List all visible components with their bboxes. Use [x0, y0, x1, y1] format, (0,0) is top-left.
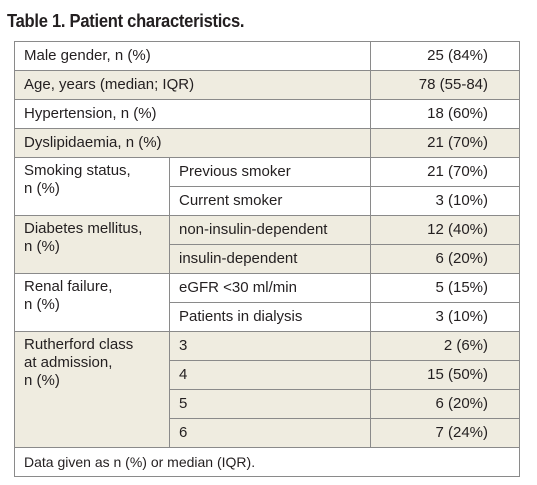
- table-row: Male gender, n (%) 25 (84%): [13, 41, 521, 71]
- subrow-value: 6 (20%): [370, 389, 521, 419]
- group-label-line: Renal failure,: [24, 278, 113, 295]
- subrow-label: insulin-dependent: [168, 244, 372, 274]
- group-label-line: Smoking status,: [24, 162, 131, 179]
- group-label-line: Rutherford class: [24, 336, 134, 353]
- subrow-value: 3 (10%): [370, 302, 521, 332]
- row-label: Dyslipidaemia, n (%): [13, 128, 372, 158]
- group-label-line: at admission,: [24, 354, 113, 371]
- table-row: Age, years (median; IQR) 78 (55-84): [13, 70, 521, 100]
- subrow-label: 4: [168, 360, 372, 390]
- table-row: 6 7 (24%): [15, 418, 521, 448]
- patient-characteristics-table: Male gender, n (%) 25 (84%) Age, years (…: [13, 41, 521, 477]
- group-label-line: n (%): [24, 180, 60, 197]
- subrow-value: 15 (50%): [370, 360, 521, 390]
- group-label-line: Diabetes mellitus,: [24, 220, 143, 237]
- subrow-label: Current smoker: [168, 186, 372, 216]
- subrow-label: Previous smoker: [168, 157, 372, 187]
- subrow-value: 5 (15%): [370, 273, 521, 303]
- subrow-label: 3: [168, 331, 372, 361]
- subrow-label: 6: [168, 418, 372, 448]
- subrow-label: 5: [168, 389, 372, 419]
- subrow-value: 21 (70%): [370, 157, 521, 187]
- subrow-label: Patients in dialysis: [168, 302, 372, 332]
- row-value: 25 (84%): [370, 41, 521, 71]
- table-row: Patients in dialysis 3 (10%): [15, 302, 521, 332]
- subrow-value: 7 (24%): [370, 418, 521, 448]
- group-label-line: n (%): [24, 372, 60, 389]
- footnote-row: Data given as n (%) or median (IQR).: [13, 447, 521, 477]
- subrow-value: 3 (10%): [370, 186, 521, 216]
- subrow-value: 2 (6%): [370, 331, 521, 361]
- subrow-value: 12 (40%): [370, 215, 521, 245]
- row-label: Male gender, n (%): [13, 41, 372, 71]
- subrow-value: 6 (20%): [370, 244, 521, 274]
- subrow-label: non-insulin-dependent: [168, 215, 372, 245]
- row-value: 78 (55-84): [370, 70, 521, 100]
- table-row: Hypertension, n (%) 18 (60%): [13, 99, 521, 129]
- table-row: Current smoker 3 (10%): [15, 186, 521, 216]
- row-value: 18 (60%): [370, 99, 521, 129]
- group-label-smoking: Smoking status, n (%): [14, 157, 170, 216]
- group-label-renal: Renal failure, n (%): [14, 273, 170, 332]
- row-label: Age, years (median; IQR): [13, 70, 372, 100]
- group-label-rutherford: Rutherford class at admission, n (%): [14, 331, 170, 448]
- table-title: Table 1. Patient characteristics.: [7, 11, 245, 31]
- table-row: Rutherford class at admission, n (%) 3 2…: [14, 331, 521, 448]
- row-label: Hypertension, n (%): [13, 99, 372, 129]
- table-row: Renal failure, n (%) eGFR <30 ml/min 5 (…: [14, 273, 521, 332]
- group-label-line: n (%): [24, 296, 60, 313]
- subrow-label: eGFR <30 ml/min: [168, 273, 372, 303]
- table-row: 4 15 (50%): [15, 360, 521, 390]
- table-row: Dyslipidaemia, n (%) 21 (70%): [13, 128, 521, 158]
- table-row: insulin-dependent 6 (20%): [15, 244, 521, 274]
- group-label-line: n (%): [24, 238, 60, 255]
- table-footnote: Data given as n (%) or median (IQR).: [13, 447, 521, 477]
- group-label-diabetes: Diabetes mellitus, n (%): [14, 215, 170, 274]
- row-value: 21 (70%): [370, 128, 521, 158]
- table-row: Smoking status, n (%) Previous smoker 21…: [14, 157, 521, 216]
- table-row: Diabetes mellitus, n (%) non-insulin-dep…: [14, 215, 521, 274]
